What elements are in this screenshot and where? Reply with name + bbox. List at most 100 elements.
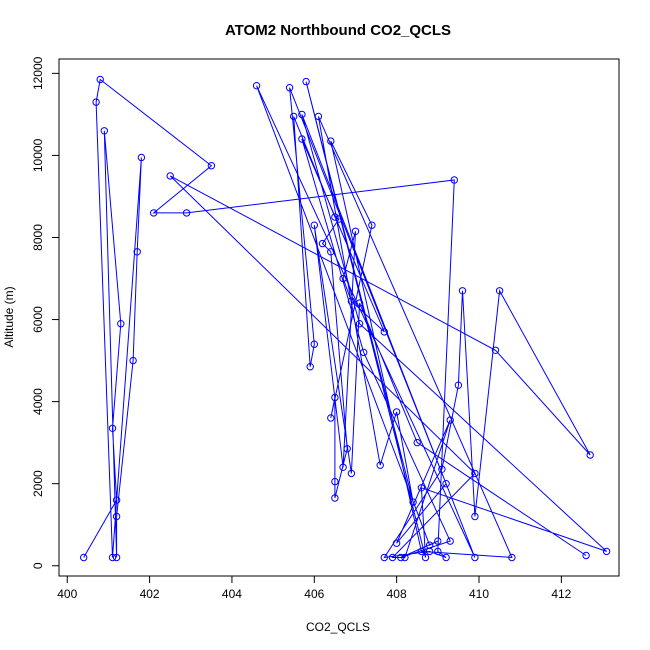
data-point xyxy=(417,484,426,492)
x-axis: 400 402 404 406 408 410 412 xyxy=(57,575,572,601)
data-point xyxy=(413,438,421,447)
data-point xyxy=(409,498,417,506)
data-point xyxy=(331,213,339,221)
chart-title: ATOM2 Northbound CO2_QCLS xyxy=(225,22,451,39)
data-point xyxy=(471,469,479,478)
data-point xyxy=(582,551,590,560)
data-point xyxy=(108,553,117,562)
data-point xyxy=(331,494,339,502)
x-tick-label: 404 xyxy=(222,587,242,601)
data-point xyxy=(380,553,388,562)
data-point xyxy=(290,112,298,121)
data-point xyxy=(331,393,339,402)
data-point xyxy=(112,512,121,521)
y-tick-label: 6000 xyxy=(31,306,45,333)
data-point xyxy=(425,541,434,549)
y-axis-label: Altitude (m) xyxy=(2,286,16,347)
data-point xyxy=(368,221,376,229)
data-point xyxy=(471,512,479,521)
data-point xyxy=(112,553,121,562)
x-tick-label: 408 xyxy=(387,587,407,601)
data-point xyxy=(421,553,430,562)
data-point xyxy=(133,248,141,256)
data-point xyxy=(454,381,463,389)
data-point xyxy=(376,461,384,469)
y-tick-label: 10000 xyxy=(31,138,45,172)
data-point xyxy=(252,82,261,90)
data-point xyxy=(298,135,306,143)
data-point xyxy=(450,176,458,184)
data-point xyxy=(392,408,401,416)
data-point xyxy=(327,137,335,145)
x-axis-label: CO2_QCLS xyxy=(306,620,370,634)
data-point xyxy=(401,553,409,562)
data-point xyxy=(434,537,442,545)
x-tick-label: 406 xyxy=(304,587,324,601)
data-point xyxy=(380,328,388,336)
data-point xyxy=(310,221,318,229)
data-point xyxy=(182,209,191,217)
data-point xyxy=(100,127,109,135)
data-point xyxy=(318,239,327,248)
data-point xyxy=(117,320,125,328)
data-point xyxy=(446,416,454,424)
data-point xyxy=(347,297,356,305)
data-point xyxy=(96,75,104,84)
data-point xyxy=(112,496,121,504)
data-point xyxy=(108,424,117,432)
y-tick-label: 0 xyxy=(31,562,45,569)
data-point xyxy=(360,348,368,357)
data-point xyxy=(347,469,356,478)
y-tick-label: 12000 xyxy=(31,56,45,90)
data-point xyxy=(285,84,294,92)
data-point xyxy=(306,363,314,371)
y-tick-label: 2000 xyxy=(31,470,45,497)
data-point xyxy=(314,112,323,121)
plot-frame xyxy=(58,58,620,577)
y-axis: 0 2000 4000 6000 8000 10000 12000 xyxy=(31,56,60,569)
data-point xyxy=(80,553,88,562)
x-tick-label: 410 xyxy=(469,587,489,601)
y-tick-label: 4000 xyxy=(31,388,45,415)
data-point xyxy=(602,547,611,556)
data-point xyxy=(331,477,339,486)
data-point xyxy=(335,215,343,223)
data-point xyxy=(355,320,364,328)
data-point xyxy=(351,227,360,236)
data-point xyxy=(150,209,158,217)
data-point xyxy=(586,451,594,459)
data-point xyxy=(442,553,450,562)
data-point xyxy=(495,287,504,295)
data-point xyxy=(327,414,335,422)
data-point xyxy=(207,162,216,170)
data-point xyxy=(137,153,146,162)
series-layer xyxy=(80,75,611,562)
data-point xyxy=(392,539,401,547)
data-point xyxy=(446,537,454,545)
data-point xyxy=(92,98,100,106)
data-point xyxy=(397,553,405,562)
data-point xyxy=(417,547,426,556)
data-point xyxy=(388,553,397,562)
data-point xyxy=(298,110,306,119)
data-point xyxy=(343,445,351,453)
data-point xyxy=(327,248,335,256)
data-point xyxy=(355,299,364,307)
y-tick-label: 8000 xyxy=(31,224,45,251)
data-point xyxy=(310,340,318,348)
data-point xyxy=(302,77,310,86)
data-point xyxy=(491,346,500,354)
x-tick-label: 402 xyxy=(140,587,160,601)
data-point xyxy=(438,465,446,473)
data-point xyxy=(339,463,347,471)
data-point xyxy=(166,172,174,180)
x-tick-label: 400 xyxy=(57,587,77,601)
x-tick-label: 412 xyxy=(551,587,571,601)
data-point xyxy=(458,287,467,295)
data-point xyxy=(508,553,516,562)
data-point xyxy=(442,480,450,488)
series-line xyxy=(83,78,607,559)
data-point xyxy=(434,547,442,556)
data-point xyxy=(339,274,347,283)
